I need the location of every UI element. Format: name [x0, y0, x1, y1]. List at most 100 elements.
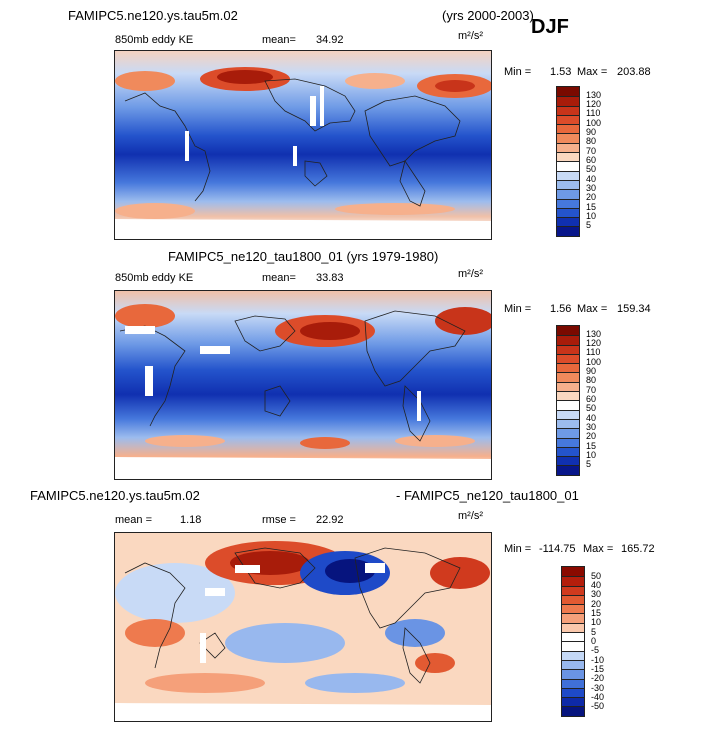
panel3-mean-label: mean =	[115, 514, 152, 526]
colorbar-label: -30	[591, 683, 605, 693]
colorbar-swatch	[557, 152, 579, 162]
colorbar-swatch	[557, 400, 579, 410]
colorbar-label: 120	[586, 338, 602, 348]
panel2-mean-value: 33.83	[316, 272, 344, 284]
panel1-years: (yrs 2000-2003)	[442, 8, 534, 23]
colorbar-swatch	[557, 207, 579, 218]
panel2-max-label: Max =	[577, 303, 608, 315]
colorbar-swatch	[557, 409, 579, 419]
colorbar-label: 10	[586, 211, 597, 221]
colorbar-swatch	[557, 363, 579, 373]
panel3-case-a: FAMIPC5.ne120.ys.tau5m.02	[30, 488, 200, 503]
panel1-min-value: 1.53	[550, 66, 572, 78]
colorbar-label: 40	[591, 580, 602, 590]
colorbar-swatch	[562, 632, 584, 642]
colorbar-label: 80	[586, 136, 597, 146]
colorbar-label: 110	[586, 347, 601, 357]
colorbar-swatch	[557, 372, 579, 382]
colorbar-label: 80	[586, 375, 597, 385]
colorbar-label: 20	[586, 192, 597, 202]
colorbar-label: -5	[591, 645, 600, 655]
colorbar-label: 40	[586, 174, 597, 184]
colorbar-label: 30	[586, 183, 597, 193]
colorbar-label: 70	[586, 385, 597, 395]
colorbar-swatch	[557, 446, 579, 457]
colorbar-label: 30	[586, 422, 597, 432]
colorbar-label: 5	[591, 627, 597, 637]
panel3-map	[114, 532, 492, 722]
colorbar-swatch	[562, 613, 584, 623]
panel3-min-label: Min =	[504, 543, 532, 555]
colorbar-swatch	[562, 650, 584, 660]
colorbar-swatch	[562, 669, 584, 679]
colorbar-label: 120	[586, 99, 602, 109]
panel2-colorbar	[556, 325, 580, 476]
panel1-max-value: 203.88	[617, 66, 651, 78]
panel3-mean-value: 1.18	[180, 514, 202, 526]
colorbar-label: 130	[586, 90, 602, 100]
colorbar-swatch	[557, 179, 579, 190]
colorbar-label: 70	[586, 146, 597, 156]
colorbar-swatch	[557, 326, 579, 336]
panel1-case-title: FAMIPC5.ne120.ys.tau5m.02	[68, 8, 238, 23]
colorbar-swatch	[562, 697, 584, 707]
colorbar-label: 10	[586, 450, 597, 460]
colorbar-swatch	[562, 576, 584, 586]
colorbar-label: -15	[591, 664, 605, 674]
colorbar-label: 15	[591, 608, 602, 618]
colorbar-swatch	[562, 678, 584, 688]
colorbar-swatch	[557, 391, 579, 401]
colorbar-swatch	[562, 641, 584, 651]
colorbar-swatch	[557, 465, 579, 475]
colorbar-swatch	[557, 437, 579, 447]
colorbar-swatch	[562, 622, 584, 633]
colorbar-swatch	[557, 124, 579, 134]
panel2-map	[114, 290, 492, 480]
colorbar-label: 5	[586, 459, 592, 469]
colorbar-swatch	[562, 594, 584, 605]
colorbar-label: 60	[586, 155, 597, 165]
colorbar-label: -40	[591, 692, 605, 702]
panel3-rmse-value: 22.92	[316, 514, 344, 526]
colorbar-swatch	[557, 87, 579, 97]
colorbar-label: 110	[586, 108, 601, 118]
colorbar-swatch	[562, 659, 584, 670]
colorbar-swatch	[557, 114, 579, 125]
panel2-min-label: Min =	[504, 303, 532, 315]
colorbar-swatch	[557, 428, 579, 438]
colorbar-label: 15	[586, 202, 597, 212]
colorbar-swatch	[557, 418, 579, 429]
colorbar-label: 20	[591, 599, 602, 609]
colorbar-swatch	[557, 133, 579, 143]
colorbar-label: 0	[591, 636, 597, 646]
panel1-min-label: Min =	[504, 66, 532, 78]
colorbar-label: 90	[586, 366, 597, 376]
panel2-title: FAMIPC5_ne120_tau1800_01 (yrs 1979-1980)	[168, 249, 439, 264]
colorbar-swatch	[557, 353, 579, 364]
colorbar-label: 40	[586, 413, 597, 423]
colorbar-label: 100	[586, 118, 602, 128]
panel3-case-b: - FAMIPC5_ne120_tau1800_01	[396, 488, 579, 503]
colorbar-swatch	[557, 198, 579, 208]
colorbar-swatch	[557, 142, 579, 153]
colorbar-label: 60	[586, 394, 597, 404]
colorbar-label: -20	[591, 673, 605, 683]
colorbar-label: -50	[591, 701, 605, 711]
colorbar-swatch	[557, 335, 579, 345]
colorbar-swatch	[562, 604, 584, 614]
season-label: DJF	[531, 16, 569, 38]
panel1-max-label: Max =	[577, 66, 608, 78]
colorbar-label: -10	[591, 655, 605, 665]
colorbar-label: 100	[586, 357, 602, 367]
colorbar-label: 90	[586, 127, 597, 137]
colorbar-label: 15	[586, 441, 597, 451]
panel2-max-value: 159.34	[617, 303, 651, 315]
colorbar-label: 30	[591, 589, 602, 599]
colorbar-swatch	[557, 96, 579, 106]
colorbar-label: 50	[586, 403, 597, 413]
panel3-rmse-label: rmse =	[262, 514, 296, 526]
panel2-mean-label: mean=	[262, 272, 296, 284]
panel2-units: m²/s²	[458, 268, 484, 280]
colorbar-swatch	[557, 344, 579, 354]
colorbar-swatch	[557, 161, 579, 171]
